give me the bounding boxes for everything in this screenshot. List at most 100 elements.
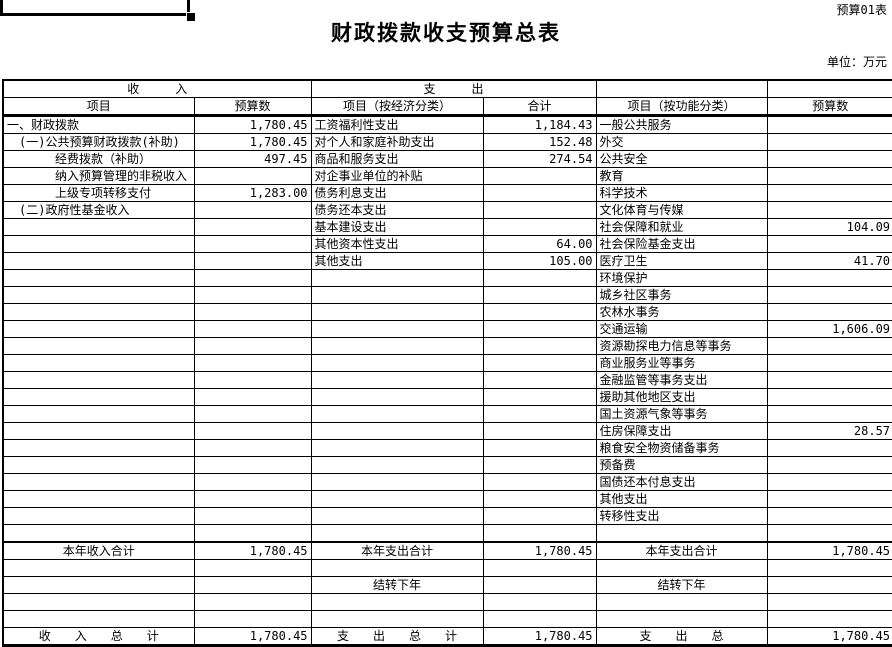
cell-r2-c6[interactable] [766,133,892,151]
cell-r30-c6[interactable] [766,610,892,628]
cell-r24-c4[interactable] [482,507,597,525]
cell-r10-c1[interactable] [2,269,195,287]
cell-r6-c2[interactable] [193,201,312,219]
cell-r15-c3[interactable] [310,354,484,372]
cell-r19-c1[interactable] [2,422,195,440]
header-functional-budget[interactable]: 预算数 [766,97,892,117]
cell-r29-c2[interactable] [193,593,312,611]
cell-r21-c6[interactable] [766,456,892,474]
cell-r26-c6[interactable]: 1,780.45 [766,541,892,560]
header-economic-item[interactable]: 项目（按经济分类） [310,97,484,117]
cell-r9-c6[interactable]: 41.70 [766,252,892,270]
cell-r14-c5[interactable]: 资源勘探电力信息等事务 [595,337,768,355]
cell-r11-c1[interactable] [2,286,195,304]
cell-r26-c5[interactable]: 本年支出合计 [595,541,768,560]
cell-r31-c6[interactable]: 1,780.45 [766,627,892,647]
cell-r7-c4[interactable] [482,218,597,236]
cell-r4-c2[interactable] [193,167,312,185]
cell-r13-c6[interactable]: 1,606.09 [766,320,892,338]
cell-r18-c1[interactable] [2,405,195,423]
cell-r31-c5[interactable]: 支 出 总 [595,627,768,647]
cell-r18-c3[interactable] [310,405,484,423]
cell-r17-c5[interactable]: 援助其他地区支出 [595,388,768,406]
cell-r30-c3[interactable] [310,610,484,628]
cell-r12-c2[interactable] [193,303,312,321]
cell-r9-c5[interactable]: 医疗卫生 [595,252,768,270]
cell-r12-c3[interactable] [310,303,484,321]
cell-r24-c2[interactable] [193,507,312,525]
group-header-empty-cell-1[interactable] [595,79,768,98]
cell-r5-c6[interactable] [766,184,892,202]
header-revenue-budget[interactable]: 预算数 [193,97,312,117]
cell-r1-c3[interactable]: 工资福利性支出 [310,115,484,134]
cell-r4-c5[interactable]: 教育 [595,167,768,185]
cell-r8-c6[interactable] [766,235,892,253]
cell-r2-c3[interactable]: 对个人和家庭补助支出 [310,133,484,151]
cell-r3-c1[interactable]: 经费拨款（补助） [2,150,195,168]
cell-r13-c2[interactable] [193,320,312,338]
cell-r11-c6[interactable] [766,286,892,304]
cell-r1-c2[interactable]: 1,780.45 [193,115,312,134]
cell-r1-c4[interactable]: 1,184.43 [482,115,597,134]
cell-r1-c1[interactable]: 一、财政拨款 [2,115,195,134]
cell-r11-c4[interactable] [482,286,597,304]
cell-r21-c5[interactable]: 预备费 [595,456,768,474]
cell-r20-c4[interactable] [482,439,597,457]
cell-r30-c2[interactable] [193,610,312,628]
cell-r6-c6[interactable] [766,201,892,219]
cell-r25-c2[interactable] [193,524,312,543]
cell-r26-c4[interactable]: 1,780.45 [482,541,597,560]
cell-r25-c6[interactable] [766,524,892,543]
cell-r25-c4[interactable] [482,524,597,543]
cell-r9-c2[interactable] [193,252,312,270]
cell-r31-c2[interactable]: 1,780.45 [193,627,312,647]
cell-r28-c5[interactable]: 结转下年 [595,576,768,594]
cell-r28-c3[interactable]: 结转下年 [310,576,484,594]
cell-r12-c1[interactable] [2,303,195,321]
cell-r20-c6[interactable] [766,439,892,457]
cell-r20-c5[interactable]: 粮食安全物资储备事务 [595,439,768,457]
cell-r23-c5[interactable]: 其他支出 [595,490,768,508]
cell-r31-c1[interactable]: 收 入 总 计 [2,627,195,647]
cell-r19-c2[interactable] [193,422,312,440]
cell-r17-c3[interactable] [310,388,484,406]
header-revenue-item[interactable]: 项目 [2,97,195,117]
selection-marquee[interactable] [0,0,190,16]
cell-r17-c2[interactable] [193,388,312,406]
cell-r28-c2[interactable] [193,576,312,594]
cell-r17-c6[interactable] [766,388,892,406]
cell-r15-c5[interactable]: 商业服务业等事务 [595,354,768,372]
cell-r19-c6[interactable]: 28.57 [766,422,892,440]
cell-r14-c3[interactable] [310,337,484,355]
cell-r13-c1[interactable] [2,320,195,338]
cell-r18-c5[interactable]: 国土资源气象等事务 [595,405,768,423]
cell-r29-c4[interactable] [482,593,597,611]
cell-r4-c6[interactable] [766,167,892,185]
cell-r15-c2[interactable] [193,354,312,372]
cell-r8-c3[interactable]: 其他资本性支出 [310,235,484,253]
cell-r5-c5[interactable]: 科学技术 [595,184,768,202]
cell-r27-c2[interactable] [193,559,312,577]
cell-r10-c5[interactable]: 环境保护 [595,269,768,287]
cell-r23-c6[interactable] [766,490,892,508]
cell-r10-c3[interactable] [310,269,484,287]
cell-r15-c4[interactable] [482,354,597,372]
cell-r11-c3[interactable] [310,286,484,304]
cell-r2-c5[interactable]: 外交 [595,133,768,151]
cell-r27-c3[interactable] [310,559,484,577]
cell-r13-c5[interactable]: 交通运输 [595,320,768,338]
cell-r12-c6[interactable] [766,303,892,321]
cell-r8-c1[interactable] [2,235,195,253]
cell-r22-c6[interactable] [766,473,892,491]
cell-r9-c4[interactable]: 105.00 [482,252,597,270]
cell-r21-c2[interactable] [193,456,312,474]
cell-r24-c5[interactable]: 转移性支出 [595,507,768,525]
cell-r17-c1[interactable] [2,388,195,406]
cell-r9-c1[interactable] [2,252,195,270]
cell-r16-c1[interactable] [2,371,195,389]
cell-r15-c1[interactable] [2,354,195,372]
cell-r10-c4[interactable] [482,269,597,287]
cell-r6-c3[interactable]: 债务还本支出 [310,201,484,219]
cell-r16-c2[interactable] [193,371,312,389]
cell-r27-c5[interactable] [595,559,768,577]
